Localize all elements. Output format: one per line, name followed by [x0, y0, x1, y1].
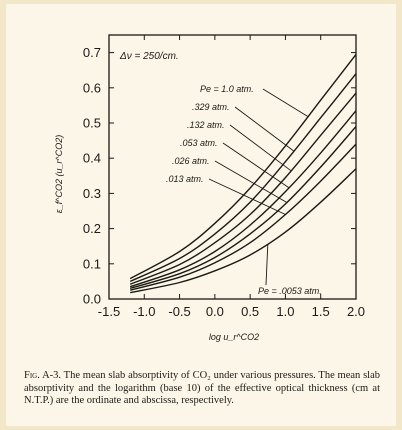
- leader-line: [262, 88, 309, 117]
- y-tick-label: 0.6: [83, 80, 101, 95]
- y-tick-label: 0.7: [83, 45, 101, 60]
- leader-line: [234, 106, 295, 152]
- x-tick-label: -1.5: [98, 304, 120, 319]
- leader-line: [214, 160, 288, 203]
- series-label-013-atm: .013 atm.: [166, 174, 204, 184]
- leader-line: [208, 178, 286, 215]
- series-line-013-atm: [130, 143, 357, 291]
- series-label-329-atm: .329 atm.: [192, 102, 230, 112]
- y-axis-title: ε_f^CO2 (u_r^CO2): [54, 135, 64, 213]
- series-label-053-atm: .053 atm.: [180, 138, 218, 148]
- x-tick-label: 1.0: [276, 304, 294, 319]
- y-tick-label: 0.3: [83, 186, 101, 201]
- series-label-026-atm: .026 atm.: [172, 156, 210, 166]
- x-tick-label: 0.5: [241, 304, 259, 319]
- chart: -1.5 -1.0 -0.5 0.0 0.5 1.0 1.5 2.0 0.0 0.1 0.2 0.3 0…: [54, 34, 365, 342]
- series-line-132-atm: [129, 92, 357, 285]
- x-tick-label: 2.0: [347, 304, 365, 319]
- leader-line: [222, 142, 290, 189]
- figure-caption: Fig. A-3. The mean slab absorptivity of …: [24, 370, 380, 408]
- series-line-pe-0053-atm: [130, 168, 357, 294]
- series-label-pe-0053-atm: Pe = .0053 atm.: [258, 286, 322, 296]
- y-tick-label: 0.4: [83, 151, 101, 166]
- series-label-132-atm: .132 atm.: [187, 120, 225, 130]
- caption-label: Fig. A-3.: [24, 370, 62, 381]
- y-tick-label: 0.0: [83, 292, 101, 307]
- caption-text: The mean slab absorptivity of CO₂ under …: [24, 370, 381, 406]
- leader-line: [229, 124, 292, 172]
- x-tick-label: 1.5: [312, 304, 330, 319]
- plot-frame: [108, 34, 357, 300]
- series-label-pe-1-0-atm: Pe = 1.0 atm.: [200, 84, 254, 94]
- series-line-329-atm: [129, 73, 357, 283]
- y-tick-label: 0.2: [83, 221, 101, 236]
- x-tick-label: -1.0: [133, 304, 155, 319]
- series-line-026-atm: [130, 126, 357, 290]
- series-line-053-atm: [129, 110, 357, 288]
- y-tick-label: 0.1: [83, 256, 101, 271]
- figure-panel: -1.5 -1.0 -0.5 0.0 0.5 1.0 1.5 2.0 0.0 0.1 0.2 0.3 0…: [6, 4, 396, 426]
- delta-nu-annotation: Δν = 250/cm.: [119, 51, 179, 62]
- y-tick-label: 0.5: [83, 116, 101, 131]
- series-line-pe-1-0-atm: [129, 53, 357, 280]
- x-tick-label: -0.5: [168, 304, 190, 319]
- x-tick-label: 0.0: [206, 304, 224, 319]
- leader-line: [265, 244, 269, 286]
- x-axis-title: log u_r^CO2: [209, 332, 259, 342]
